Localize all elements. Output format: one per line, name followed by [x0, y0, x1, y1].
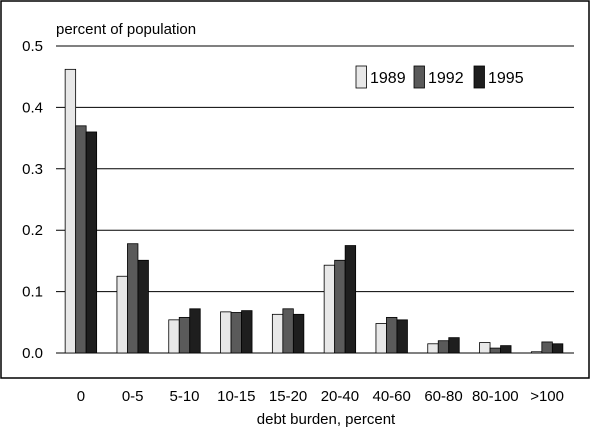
bar-1992-9	[541, 341, 553, 354]
x-tick-label: 0-5	[122, 388, 144, 405]
bar-1995-1	[137, 259, 149, 354]
bar-1992-8	[489, 347, 501, 354]
x-tick-label: 0	[77, 388, 85, 405]
bar-1989-7	[427, 343, 439, 354]
bar-1989-4	[271, 313, 284, 354]
bar-1995-2	[189, 308, 201, 354]
bar-1995-9	[551, 343, 564, 354]
x-tick-label: 40-60	[373, 388, 411, 405]
x-tick-label: 15-20	[269, 388, 307, 405]
bar-1995-0	[85, 131, 98, 354]
bar-1992-0	[75, 125, 87, 354]
y-tick-label: 0.0	[22, 345, 43, 362]
legend-swatch-1995	[473, 65, 485, 89]
y-tick-label: 0.1	[22, 284, 43, 301]
bar-1995-6	[396, 319, 408, 354]
legend: 1989 1992 1995	[355, 65, 524, 89]
bar-1995-5	[344, 245, 357, 354]
legend-label: 1989	[370, 70, 406, 87]
x-tick-labels: 0 0-5 5-10 10-15 15-20 20-40 40-60 60-80 80-100 >…	[77, 388, 564, 405]
y-tick-label: 0.4	[22, 99, 43, 116]
bar-1989-1	[116, 275, 128, 354]
x-axis-label: debt burden, percent	[257, 411, 396, 428]
bar-1989-2	[168, 319, 180, 354]
bar-1989-6	[375, 323, 387, 354]
bar-1989-3	[220, 311, 232, 354]
bar-1995-8	[500, 345, 512, 354]
bar-1992-6	[386, 316, 398, 354]
bar-1995-7	[448, 337, 460, 354]
y-tick-label: 0.3	[22, 161, 43, 178]
x-tick-label: 20-40	[321, 388, 359, 405]
x-tick-label: 80-100	[472, 388, 519, 405]
bar-1992-3	[230, 312, 242, 354]
bar-1989-9	[530, 351, 543, 354]
x-tick-label: 5-10	[169, 388, 199, 405]
legend-label: 1995	[488, 70, 524, 87]
legend-label: 1992	[428, 70, 464, 87]
bar-1995-3	[241, 310, 253, 354]
y-tick-labels: 0.0 0.1 0.2 0.3 0.4 0.5	[22, 38, 43, 362]
bar-1995-4	[292, 313, 305, 354]
bar-1992-1	[127, 243, 139, 354]
bar-1989-5	[323, 264, 336, 354]
bar-1992-4	[282, 308, 294, 354]
bar-1992-7	[437, 340, 450, 354]
y-tick-label: 0.2	[22, 222, 43, 239]
y-tick-label: 0.5	[22, 38, 43, 55]
bar-1992-5	[334, 259, 346, 354]
x-tick-label: >100	[530, 388, 564, 405]
bar-1992-2	[178, 316, 191, 354]
x-tick-label: 10-15	[217, 388, 255, 405]
bars	[64, 68, 564, 354]
bar-1989-8	[479, 342, 491, 354]
x-tick-label: 60-80	[424, 388, 462, 405]
bar-1989-0	[64, 68, 77, 354]
y-axis-label: percent of population	[56, 21, 196, 38]
legend-swatch-1989	[355, 65, 367, 89]
legend-swatch-1992	[413, 65, 425, 89]
